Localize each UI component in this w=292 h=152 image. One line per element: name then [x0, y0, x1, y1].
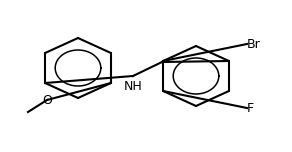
Text: F: F: [247, 102, 254, 114]
Text: Br: Br: [247, 38, 261, 50]
Text: O: O: [42, 93, 52, 107]
Text: NH: NH: [124, 80, 142, 93]
